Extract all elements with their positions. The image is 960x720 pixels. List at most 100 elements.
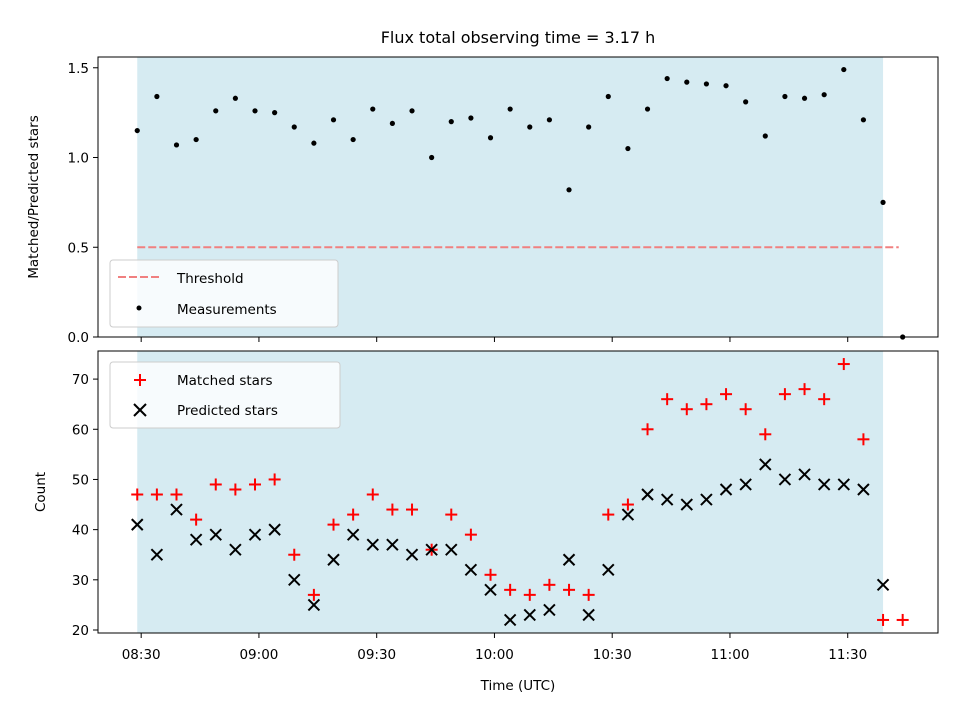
bottom-legend: Matched stars Predicted stars bbox=[109, 361, 341, 429]
bottom-plot-frame bbox=[97, 350, 939, 634]
measurement-point bbox=[311, 140, 317, 146]
matched-star-point bbox=[582, 588, 595, 601]
measurement-point bbox=[272, 110, 278, 116]
predicted-star-point bbox=[425, 543, 438, 556]
measurement-point bbox=[429, 154, 435, 161]
predicted-star-point bbox=[719, 483, 733, 496]
measurement-point bbox=[507, 106, 513, 112]
predicted-star-point bbox=[503, 613, 517, 627]
measurement-point bbox=[409, 108, 415, 114]
measurement-point bbox=[546, 117, 553, 123]
matched-star-point bbox=[150, 488, 163, 501]
predicted-star-point bbox=[523, 608, 536, 622]
measurement-point bbox=[644, 106, 651, 112]
bottom-x-tick-label: 10:30 bbox=[593, 647, 632, 663]
legend-predicted-label: Predicted stars bbox=[177, 403, 278, 419]
matched-star-point bbox=[877, 613, 890, 626]
predicted-star-point bbox=[346, 528, 360, 541]
measurement-point bbox=[173, 142, 180, 148]
top-legend-box bbox=[109, 259, 339, 328]
bottom-y-tick-label: 20 bbox=[72, 623, 89, 639]
matched-star-point bbox=[229, 483, 242, 496]
measurement-point bbox=[625, 145, 631, 152]
predicted-star-point bbox=[680, 498, 693, 511]
top-y-tick-label: 0.0 bbox=[68, 330, 89, 346]
matched-star-point bbox=[327, 518, 340, 531]
predicted-star-point bbox=[837, 478, 851, 491]
matched-star-point bbox=[621, 498, 634, 511]
legend-measurements-label: Measurements bbox=[177, 302, 277, 318]
measurement-point bbox=[330, 117, 337, 123]
predicted-star-point bbox=[288, 573, 301, 587]
bottom-x-tick-label: 09:00 bbox=[239, 647, 278, 663]
measurement-point bbox=[841, 66, 847, 73]
bottom-x-tick-label: 09:30 bbox=[357, 647, 396, 663]
measurement-point bbox=[232, 95, 238, 101]
bottom-x-tick-label: 10:00 bbox=[475, 647, 514, 663]
predicted-star-point bbox=[582, 608, 595, 622]
predicted-star-point bbox=[189, 533, 203, 546]
matched-star-point bbox=[680, 403, 693, 416]
predicted-star-point bbox=[209, 528, 222, 541]
bottom-x-tick-label: 11:30 bbox=[828, 647, 867, 663]
predicted-star-point bbox=[248, 528, 262, 541]
bottom-x-tick-label: 08:30 bbox=[122, 647, 161, 663]
predicted-star-point bbox=[170, 503, 183, 516]
predicted-star-point bbox=[739, 478, 752, 491]
matched-star-point bbox=[190, 513, 203, 526]
predicted-star-point bbox=[641, 488, 654, 501]
predicted-star-point bbox=[131, 518, 144, 531]
bottom-y-tick-label: 70 bbox=[72, 372, 89, 388]
matched-star-point bbox=[857, 433, 870, 446]
predicted-star-point bbox=[150, 548, 164, 561]
top-y-axis-label: Matched/Predicted stars bbox=[26, 115, 42, 278]
measurement-point bbox=[448, 119, 454, 125]
matched-star-point bbox=[386, 503, 399, 516]
matched-star-point bbox=[131, 488, 144, 501]
top-plot-frame bbox=[97, 56, 939, 338]
predicted-star-point bbox=[857, 483, 870, 496]
measurement-point bbox=[527, 124, 533, 130]
measurement-point bbox=[703, 81, 710, 87]
measurement-point bbox=[134, 127, 140, 134]
measurement-point bbox=[860, 117, 867, 123]
legend-measurements-swatch bbox=[136, 305, 142, 311]
matched-star-point bbox=[739, 403, 752, 416]
predicted-star-point bbox=[327, 553, 340, 566]
measurement-point bbox=[801, 95, 808, 101]
matched-star-point bbox=[504, 583, 517, 596]
measurement-point bbox=[213, 108, 219, 114]
bottom-y-axis-label: Count bbox=[33, 472, 49, 512]
matched-star-point bbox=[778, 388, 791, 401]
predicted-star-point bbox=[700, 493, 713, 506]
predicted-star-point bbox=[268, 523, 281, 536]
matched-star-point bbox=[347, 508, 360, 521]
matched-star-point bbox=[170, 488, 183, 501]
matched-star-point bbox=[523, 588, 536, 601]
legend-matched-label: Matched stars bbox=[177, 373, 273, 389]
predicted-star-point bbox=[602, 563, 615, 576]
bottom-y-tick-label: 30 bbox=[72, 573, 89, 589]
predicted-star-point bbox=[366, 538, 379, 551]
matched-star-point bbox=[759, 428, 772, 441]
matched-star-point bbox=[307, 588, 320, 601]
measurement-point bbox=[291, 124, 297, 130]
measurement-point bbox=[566, 187, 572, 193]
matched-star-point bbox=[563, 583, 576, 596]
predicted-star-point bbox=[759, 458, 772, 471]
predicted-star-point bbox=[484, 583, 497, 597]
matched-star-point bbox=[268, 473, 281, 486]
predicted-star-point bbox=[464, 563, 478, 576]
measurement-point bbox=[880, 199, 886, 205]
predicted-star-point bbox=[660, 493, 674, 506]
predicted-star-point bbox=[798, 468, 811, 481]
matched-star-point bbox=[798, 383, 811, 396]
matched-star-point bbox=[896, 613, 909, 626]
top-y-tick-label: 1.0 bbox=[68, 151, 89, 167]
top-y-tick-label: 1.5 bbox=[68, 61, 89, 77]
legend-predicted-swatch bbox=[133, 403, 147, 417]
top-y-tick-label: 0.5 bbox=[68, 240, 89, 256]
matched-star-point bbox=[445, 508, 458, 521]
measurement-point bbox=[252, 108, 258, 114]
